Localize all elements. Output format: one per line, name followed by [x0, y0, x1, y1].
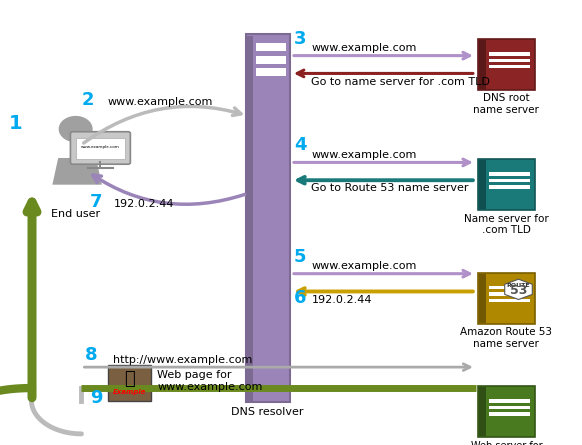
Text: 7: 7: [90, 193, 102, 211]
FancyBboxPatch shape: [477, 386, 535, 437]
Text: http://www.example.com: http://www.example.com: [113, 355, 253, 365]
FancyBboxPatch shape: [478, 274, 486, 323]
FancyBboxPatch shape: [489, 59, 530, 62]
FancyBboxPatch shape: [478, 387, 486, 436]
FancyBboxPatch shape: [247, 36, 254, 401]
FancyBboxPatch shape: [489, 286, 530, 289]
Text: www.example.com: www.example.com: [311, 150, 417, 160]
Text: www.example.com: www.example.com: [81, 145, 120, 149]
FancyBboxPatch shape: [489, 406, 530, 409]
FancyBboxPatch shape: [489, 52, 530, 56]
Text: Example: Example: [113, 388, 146, 395]
FancyBboxPatch shape: [478, 40, 486, 89]
Text: 8: 8: [84, 346, 97, 364]
FancyBboxPatch shape: [246, 34, 290, 402]
FancyBboxPatch shape: [489, 299, 530, 302]
FancyBboxPatch shape: [489, 65, 530, 69]
Text: 3: 3: [294, 30, 306, 48]
Text: 192.0.2.44: 192.0.2.44: [311, 295, 372, 304]
Text: End user: End user: [51, 209, 100, 219]
Text: Amazon Route 53
name server: Amazon Route 53 name server: [460, 327, 552, 349]
Text: 1: 1: [9, 114, 22, 133]
Text: 2: 2: [81, 91, 94, 109]
FancyBboxPatch shape: [108, 365, 151, 400]
FancyBboxPatch shape: [477, 159, 535, 210]
FancyBboxPatch shape: [256, 56, 286, 64]
FancyBboxPatch shape: [477, 273, 535, 324]
Text: 192.0.2.44: 192.0.2.44: [113, 199, 174, 209]
FancyBboxPatch shape: [489, 179, 530, 182]
Text: Go to name server for .com TLD: Go to name server for .com TLD: [311, 77, 490, 86]
Text: DNS root
name server: DNS root name server: [473, 93, 540, 115]
FancyBboxPatch shape: [489, 292, 530, 295]
FancyBboxPatch shape: [256, 68, 286, 76]
FancyBboxPatch shape: [489, 185, 530, 189]
FancyBboxPatch shape: [70, 132, 130, 164]
FancyBboxPatch shape: [489, 412, 530, 416]
Text: 4: 4: [294, 137, 306, 154]
FancyBboxPatch shape: [478, 160, 486, 209]
FancyBboxPatch shape: [489, 173, 530, 176]
Text: Go to Route 53 name server: Go to Route 53 name server: [311, 183, 469, 193]
Circle shape: [59, 117, 92, 142]
FancyBboxPatch shape: [477, 39, 535, 90]
Text: 53: 53: [510, 284, 527, 297]
Text: 6: 6: [294, 289, 306, 307]
Text: Web server for
www.example.com 192.0.2.44: Web server for www.example.com 192.0.2.4…: [432, 441, 580, 445]
Text: 5: 5: [294, 248, 306, 266]
Polygon shape: [505, 279, 533, 299]
FancyBboxPatch shape: [256, 43, 286, 51]
Text: www.example.com: www.example.com: [311, 261, 417, 271]
Text: Web page for
www.example.com: Web page for www.example.com: [157, 370, 262, 392]
Polygon shape: [52, 158, 102, 185]
FancyBboxPatch shape: [489, 400, 530, 403]
Text: 9: 9: [90, 389, 102, 407]
Text: 👩: 👩: [124, 370, 135, 388]
Text: www.example.com: www.example.com: [311, 43, 417, 53]
Text: DNS resolver: DNS resolver: [232, 407, 304, 417]
FancyBboxPatch shape: [76, 138, 125, 159]
Text: ROUTE: ROUTE: [507, 283, 530, 288]
Text: Name server for
.com TLD: Name server for .com TLD: [464, 214, 549, 235]
Text: www.example.com: www.example.com: [108, 97, 213, 106]
